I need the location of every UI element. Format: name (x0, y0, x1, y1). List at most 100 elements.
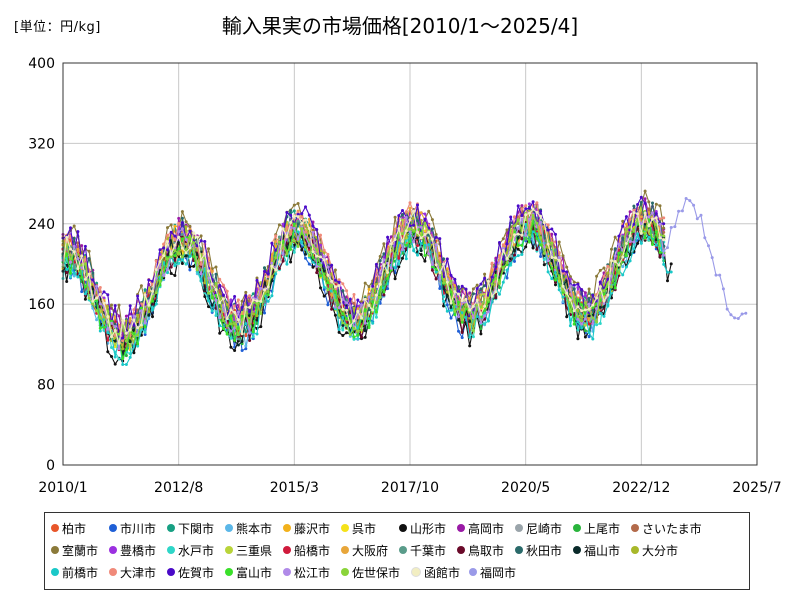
legend-item: 富山市 (225, 561, 283, 583)
data-point (244, 290, 248, 294)
data-point (531, 200, 535, 204)
data-point (423, 254, 427, 257)
data-point (229, 314, 233, 318)
data-point (565, 315, 569, 319)
data-point (69, 226, 72, 230)
data-point (453, 284, 457, 287)
data-point (210, 282, 214, 286)
data-point (352, 326, 356, 330)
data-point (624, 265, 628, 269)
data-point (419, 225, 423, 229)
data-point (136, 344, 140, 348)
data-point (524, 233, 528, 237)
data-point (658, 204, 662, 208)
data-point (143, 307, 147, 311)
data-point (539, 243, 543, 247)
data-point (225, 332, 229, 336)
data-point (69, 260, 72, 264)
data-point (457, 307, 460, 311)
data-point (479, 287, 483, 291)
data-point (221, 293, 225, 297)
data-point (434, 263, 438, 267)
data-point (326, 288, 330, 292)
data-point (636, 212, 640, 216)
data-point (468, 320, 472, 323)
legend-marker (573, 546, 581, 554)
data-point (516, 254, 520, 258)
data-point (255, 332, 259, 336)
legend-marker (167, 568, 175, 576)
data-point (483, 314, 487, 318)
data-point (348, 314, 352, 318)
data-point (516, 227, 520, 230)
data-point (374, 301, 378, 305)
legend-label: 鳥取市 (468, 543, 505, 558)
data-point (72, 244, 76, 248)
data-point (333, 268, 337, 272)
data-point (703, 236, 707, 240)
data-point (113, 304, 117, 308)
data-point (106, 315, 110, 319)
data-point (180, 232, 184, 236)
data-point (647, 200, 651, 204)
data-point (274, 268, 278, 272)
legend-marker (225, 546, 233, 554)
data-point (139, 284, 143, 288)
data-point (479, 305, 483, 309)
data-point (158, 260, 162, 264)
data-point (386, 277, 390, 280)
data-point (274, 234, 278, 238)
data-point (557, 256, 561, 259)
data-point (91, 306, 95, 310)
data-point (408, 240, 412, 244)
data-point (229, 308, 233, 312)
data-point (457, 329, 460, 333)
legend-item: 秋田市 (515, 539, 573, 561)
data-point (602, 274, 606, 278)
data-point (162, 246, 166, 250)
data-point (292, 203, 296, 207)
data-point (382, 263, 386, 267)
data-point (210, 303, 214, 307)
data-point (102, 290, 106, 294)
legend-marker (399, 546, 407, 554)
data-point (292, 222, 296, 226)
data-point (464, 287, 468, 291)
data-point (587, 331, 591, 335)
data-point (83, 285, 87, 289)
data-point (87, 257, 91, 261)
data-point (501, 280, 505, 284)
legend-marker (341, 568, 349, 576)
data-point (169, 272, 173, 275)
data-point (203, 288, 207, 292)
data-point (404, 257, 408, 261)
data-point (718, 273, 722, 277)
data-point (636, 232, 640, 236)
legend-marker (341, 546, 349, 554)
data-point (304, 223, 307, 227)
legend-item: 高岡市 (457, 517, 515, 539)
data-point (98, 286, 102, 289)
data-point (147, 303, 151, 307)
data-point (386, 247, 390, 251)
data-point (602, 292, 606, 296)
plot-frame (62, 62, 758, 466)
legend-item: 鳥取市 (457, 539, 515, 561)
data-point (662, 222, 666, 226)
data-point (632, 211, 636, 215)
data-point (598, 291, 602, 295)
data-point (550, 241, 554, 245)
legend-marker (573, 524, 581, 532)
data-point (598, 322, 602, 325)
data-point (382, 282, 386, 286)
data-point (434, 270, 438, 274)
data-point (124, 354, 128, 358)
data-point (479, 282, 483, 286)
data-point (110, 319, 113, 323)
data-point (572, 322, 576, 326)
data-point (266, 272, 270, 276)
data-point (471, 287, 475, 291)
data-point (374, 262, 378, 266)
data-point (311, 260, 315, 264)
data-point (154, 259, 158, 263)
